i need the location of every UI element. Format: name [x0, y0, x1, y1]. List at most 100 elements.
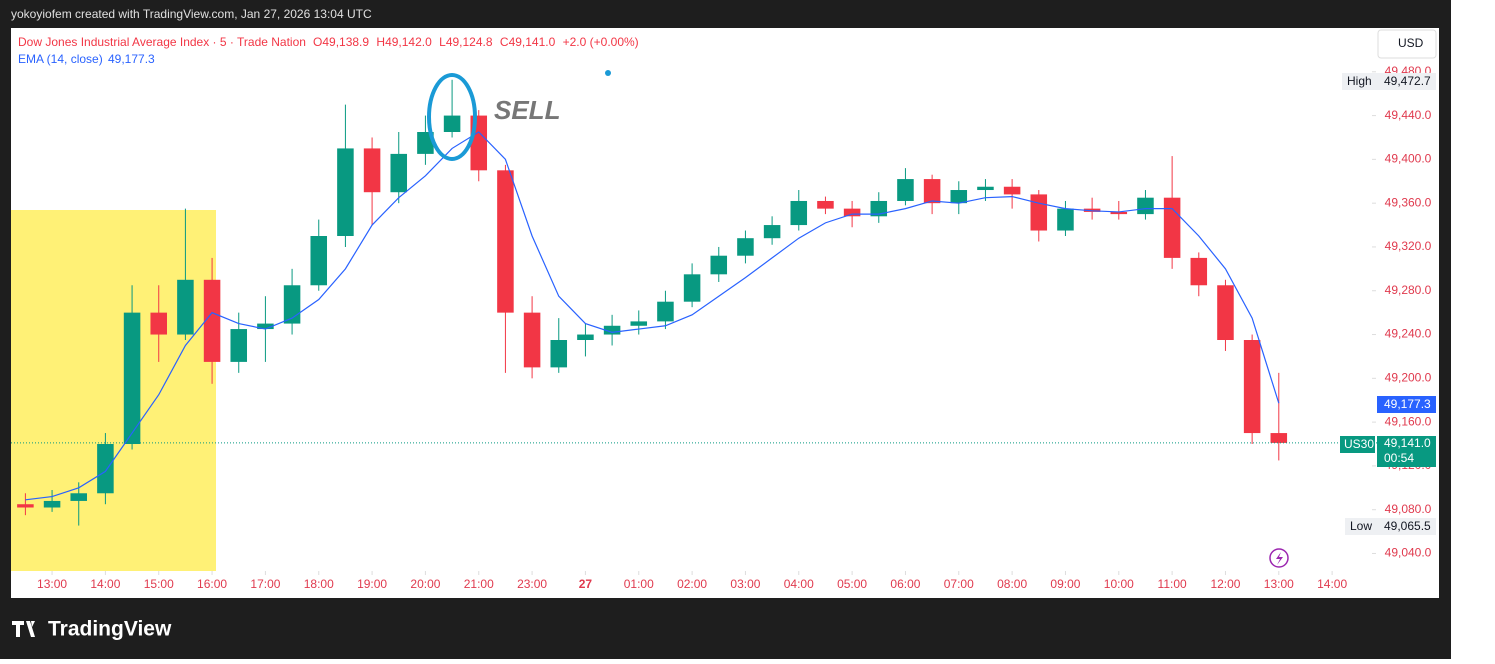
y-tick-label: 49,320.0	[1385, 239, 1432, 253]
plot: 49,040.049,080.049,120.049,160.049,200.0…	[11, 64, 1432, 591]
candle-body	[390, 153, 408, 193]
candle-body	[710, 255, 728, 275]
candle-body	[897, 179, 914, 201]
alert-icon[interactable]	[1269, 548, 1289, 568]
h-label: H	[376, 35, 385, 49]
candle-body	[763, 225, 781, 239]
x-tick-label: 19:00	[357, 577, 387, 591]
candle-body	[43, 500, 61, 508]
x-tick-label: 04:00	[784, 577, 814, 591]
x-tick-label: 06:00	[890, 577, 920, 591]
chart-title: Dow Jones Industrial Average Index · 5 ·…	[18, 35, 306, 49]
x-tick-label: 17:00	[250, 577, 280, 591]
c-label: C	[500, 35, 509, 49]
low-label: Low	[1350, 519, 1372, 533]
c-value: 49,141.0	[509, 35, 556, 49]
x-tick-label: 07:00	[944, 577, 974, 591]
candle-body	[630, 321, 648, 326]
candle-body	[603, 325, 621, 335]
candle-body	[577, 334, 594, 341]
last-value: 49,141.0	[1384, 436, 1431, 450]
candle-body	[1110, 211, 1128, 215]
x-tick-label: 14:00	[1317, 577, 1347, 591]
candle-body	[283, 285, 301, 324]
candle-body	[843, 208, 861, 217]
candle-body	[443, 115, 461, 133]
x-tick-label: 21:00	[464, 577, 494, 591]
candle-body	[17, 504, 34, 508]
high-label: High	[1347, 74, 1372, 88]
candle-body	[1003, 186, 1021, 195]
highlight-zone	[11, 210, 216, 571]
candle-body	[70, 493, 88, 501]
candle-body	[1030, 194, 1048, 231]
candle-body	[310, 236, 328, 286]
candle-body	[97, 444, 114, 494]
ema-line	[25, 131, 1280, 501]
l-value: 49,124.8	[446, 35, 493, 49]
x-tick-label: 16:00	[197, 577, 227, 591]
ema-legend-value: 49,177.3	[108, 52, 155, 66]
candle-body	[790, 200, 808, 226]
candle-body	[1243, 340, 1261, 434]
candle-body	[363, 148, 381, 193]
x-tick-label: 13:00	[37, 577, 67, 591]
candle-body	[923, 179, 941, 204]
candle-body	[737, 238, 754, 256]
candle-body	[657, 301, 674, 322]
low-value: 49,065.5	[1384, 519, 1431, 533]
ema-legend-name: EMA (14, close)	[18, 52, 103, 66]
y-tick-label: 49,360.0	[1385, 195, 1432, 209]
currency-button[interactable]	[1377, 29, 1437, 59]
ema-badge-value: 49,177.3	[1384, 397, 1431, 411]
o-value: 49,138.9	[322, 35, 369, 49]
candle-body	[123, 312, 141, 445]
h-value: 49,142.0	[385, 35, 432, 49]
candle-body	[417, 132, 434, 154]
currency[interactable]: USD	[1398, 36, 1424, 50]
dot	[605, 70, 611, 76]
candle-body	[523, 312, 541, 368]
x-tick-label: 13:00	[1264, 577, 1294, 591]
symbol-badge	[1340, 436, 1375, 453]
candle-body	[950, 190, 968, 204]
x-tick-label: 02:00	[677, 577, 707, 591]
y-tick-label: 49,440.0	[1385, 108, 1432, 122]
x-tick-label: 15:00	[144, 577, 174, 591]
y-tick-label: 49,240.0	[1385, 327, 1432, 341]
high-badge	[1342, 73, 1436, 90]
l-label: L	[439, 35, 446, 49]
x-tick-label: 20:00	[410, 577, 440, 591]
candle-body	[257, 323, 274, 330]
last-badge	[1377, 436, 1436, 467]
x-tick-label: 05:00	[837, 577, 867, 591]
high-value: 49,472.7	[1384, 74, 1431, 88]
x-tick-label: 01:00	[624, 577, 654, 591]
o-label: O	[313, 35, 322, 49]
candle-body	[150, 312, 168, 335]
y-tick-label: 49,040.0	[1385, 546, 1432, 560]
candle-body	[977, 186, 994, 191]
y-tick-label: 49,400.0	[1385, 152, 1432, 166]
candle-body	[870, 200, 888, 217]
x-tick-label: 23:00	[517, 577, 547, 591]
candle-body	[1057, 208, 1074, 231]
logo-mark	[12, 621, 35, 637]
candle-body	[1270, 433, 1288, 443]
symbol: US30	[1344, 437, 1374, 451]
candle-body	[817, 200, 834, 209]
candle-body	[497, 170, 514, 313]
low-badge	[1345, 518, 1436, 535]
candle-body	[337, 148, 354, 237]
x-tick-label: 09:00	[1050, 577, 1080, 591]
ema-badge	[1377, 396, 1436, 413]
change: +2.0 (+0.00%)	[563, 35, 639, 49]
x-tick-label: 18:00	[304, 577, 334, 591]
candle-body	[1163, 197, 1181, 258]
candle-body	[1217, 285, 1234, 341]
candle-body	[1190, 257, 1208, 286]
y-tick-label: 49,160.0	[1385, 414, 1432, 428]
candle-body	[683, 274, 701, 302]
candle-body	[1137, 197, 1154, 215]
